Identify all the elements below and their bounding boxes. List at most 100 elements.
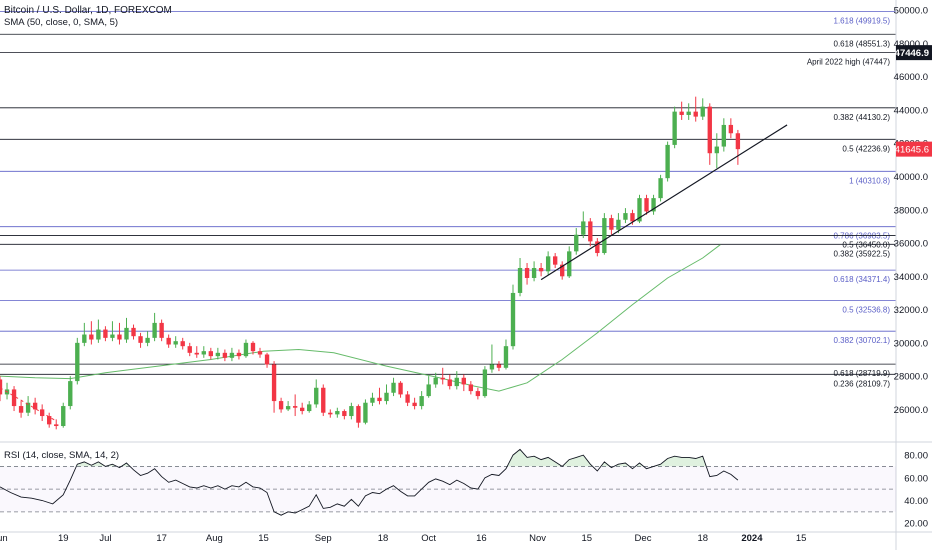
candle — [398, 381, 403, 398]
candle — [278, 397, 284, 413]
rsi-tick-label: 60.00 — [904, 473, 928, 484]
level-label: 0.618 (34371.4) — [834, 275, 891, 284]
time-tick-label: Nov — [529, 533, 546, 544]
candle — [560, 261, 565, 280]
candle-body — [595, 241, 600, 254]
candle — [166, 334, 171, 348]
level-label: 1.618 (49919.5) — [834, 16, 891, 25]
candle-body — [166, 337, 171, 345]
candle-body — [117, 334, 122, 340]
candle-body — [229, 352, 235, 358]
time-tick-label: Jul — [99, 533, 111, 544]
candle — [54, 419, 59, 430]
last-tag-bg — [896, 141, 932, 157]
candle — [32, 397, 38, 415]
candle — [0, 376, 3, 402]
candle — [229, 347, 235, 362]
candle — [475, 387, 481, 400]
price-tick-label: 26000.0 — [894, 405, 928, 416]
candle-body — [222, 352, 228, 358]
level-label: 0.5 (42236.9) — [842, 144, 890, 153]
candle — [314, 379, 319, 408]
candle-body — [243, 342, 249, 357]
candle — [538, 263, 544, 277]
candle-body — [32, 402, 38, 410]
level-label: 0.5 (32536.8) — [842, 306, 890, 315]
rsi-overbought-fill — [0, 449, 738, 467]
candle — [307, 401, 312, 413]
candle — [285, 401, 291, 412]
candle-body — [370, 397, 375, 403]
rsi-indicator-label: RSI (14, close, SMA, 14, 2) — [4, 450, 119, 461]
fibonacci-levels: 1.618 (49919.5) 0.618 (48551.3) April 2022… — [0, 11, 896, 388]
candle-body — [187, 346, 192, 353]
candle — [391, 377, 396, 397]
candle-body — [292, 406, 298, 408]
chart-title: Bitcoin / U.S. Dollar, 1D, FOREXCOM — [4, 5, 172, 16]
candle-body — [363, 402, 368, 423]
candle-body — [145, 337, 150, 343]
price-tick-label: 36000.0 — [894, 239, 928, 250]
candle-body — [54, 424, 59, 427]
candle — [335, 407, 340, 418]
candle-body — [538, 267, 544, 272]
candle-body — [482, 369, 488, 397]
candle — [714, 133, 719, 169]
candle — [454, 371, 459, 390]
candle — [552, 253, 558, 268]
candle — [524, 263, 530, 285]
candle — [356, 404, 361, 428]
candle-body — [194, 352, 199, 355]
candle-body — [103, 329, 108, 338]
sma-layer — [0, 244, 721, 392]
sma-indicator-label: SMA (50, close, 0, SMA, 5) — [4, 17, 118, 28]
candle-body — [377, 397, 382, 402]
time-axis: Jun 19 Jul 17 Aug 15 Sep 18 Oct 16 Nov 15 Dec 18 2024 1… — [0, 533, 806, 544]
candle — [96, 319, 101, 343]
candle — [257, 347, 263, 358]
candle — [482, 366, 488, 398]
high-tag-bg — [896, 45, 932, 61]
candle-body — [25, 402, 31, 413]
candle — [187, 342, 192, 357]
candle — [721, 118, 727, 152]
price-tick-label: 50000.0 — [894, 6, 928, 17]
candle — [342, 409, 347, 420]
candle — [300, 402, 305, 415]
candle — [89, 321, 94, 345]
level-label: 0.5 (36450.0) — [842, 241, 890, 250]
candle-body — [679, 111, 684, 115]
candle-body — [250, 342, 256, 352]
candle-body — [356, 406, 361, 423]
candle — [131, 324, 136, 340]
candle — [700, 98, 705, 120]
candle — [707, 103, 712, 165]
time-tick-label: Sep — [315, 533, 332, 544]
candle-body — [468, 384, 474, 392]
candle-body — [236, 352, 242, 357]
candle — [180, 337, 185, 350]
level-label: 0.786 (36983.5) — [834, 232, 891, 241]
level-label: 0.618 (48551.3) — [834, 39, 891, 48]
time-tick-label: 2024 — [741, 533, 763, 544]
time-tick-label: 17 — [156, 533, 167, 544]
level-label: 0.382 (35922.5) — [834, 249, 891, 258]
candle — [271, 361, 277, 413]
candle-body — [419, 396, 424, 407]
candle-body — [496, 364, 502, 368]
candle-body — [545, 256, 551, 272]
time-tick-label: Jun — [0, 533, 8, 544]
candle-body — [700, 106, 705, 117]
candle — [124, 317, 129, 343]
trendline — [540, 124, 788, 281]
candle — [581, 211, 586, 239]
candle — [545, 251, 551, 275]
candle-body — [672, 111, 677, 145]
candle-body — [96, 329, 101, 340]
price-tick-label: 38000.0 — [894, 205, 928, 216]
candle-body — [552, 256, 558, 265]
candle — [665, 141, 670, 182]
candle-body — [461, 377, 466, 385]
candle-body — [391, 382, 396, 393]
time-tick-label: Aug — [206, 533, 223, 544]
